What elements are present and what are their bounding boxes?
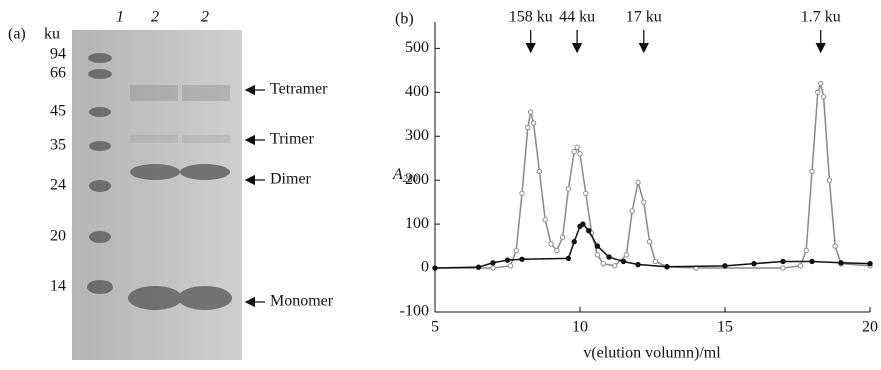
data-point (827, 178, 831, 182)
data-point (566, 187, 570, 191)
data-point (520, 191, 524, 195)
lane-label: 1 (116, 9, 124, 26)
data-point (798, 264, 802, 268)
data-point (476, 265, 480, 269)
x-tick-label: 20 (862, 319, 878, 336)
page: (a) ku (b) A280 v(elution volumn)/ml 946… (0, 0, 881, 370)
data-point (508, 264, 512, 268)
series-line (435, 84, 870, 269)
data-point (810, 169, 814, 173)
y-label-main: A (392, 166, 403, 183)
y-tick-label: -100 (400, 303, 429, 320)
data-point (665, 265, 669, 269)
data-point (572, 149, 576, 153)
marker-label: 35 (50, 137, 66, 154)
y-tick-label: 300 (405, 127, 429, 144)
data-point (601, 261, 605, 265)
data-point (566, 256, 570, 260)
data-point (613, 264, 617, 268)
data-point (543, 218, 547, 222)
data-point (578, 152, 582, 156)
lane-label: 2 (201, 9, 209, 26)
annotation: 1.7 ku (801, 9, 841, 26)
data-point (833, 244, 837, 248)
data-point (575, 145, 579, 149)
data-point (647, 239, 651, 243)
data-point (624, 253, 628, 257)
band-label: Tetramer (270, 81, 328, 98)
annotation: 44 ku (559, 9, 595, 26)
y-tick-label: 100 (405, 215, 429, 232)
band-label: Dimer (270, 171, 312, 188)
data-point (642, 200, 646, 204)
band-label: Monomer (270, 293, 334, 310)
data-point (804, 248, 808, 252)
data-point (839, 261, 843, 265)
data-point (433, 266, 437, 270)
unit-label: ku (44, 26, 60, 43)
data-point (526, 125, 530, 129)
data-point (819, 81, 823, 85)
annotation: 17 ku (626, 9, 662, 26)
data-point (537, 169, 541, 173)
marker-label: 24 (50, 177, 66, 194)
data-point (781, 266, 785, 270)
data-point (491, 261, 495, 265)
data-point (549, 242, 553, 246)
data-point (636, 180, 640, 184)
data-point (595, 244, 599, 248)
data-point (514, 248, 518, 252)
data-point (491, 266, 495, 270)
marker-label: 20 (50, 228, 66, 245)
x-tick-label: 15 (717, 319, 733, 336)
data-point (555, 248, 559, 252)
data-point (810, 259, 814, 263)
y-tick-label: 500 (405, 39, 429, 56)
data-point (560, 235, 564, 239)
data-point (816, 90, 820, 94)
data-point (630, 209, 634, 213)
data-point (572, 239, 576, 243)
figure: (a) ku (b) A280 v(elution volumn)/ml 946… (0, 0, 881, 365)
data-point (781, 259, 785, 263)
panel-label: (a) (8, 26, 26, 43)
x-axis-label: v(elution volumn)/ml (583, 345, 721, 362)
data-point (520, 257, 524, 261)
data-point (529, 110, 533, 114)
data-point (653, 259, 657, 263)
annotation: 158 ku (509, 9, 553, 26)
marker-label: 66 (50, 65, 66, 82)
x-tick-label: 5 (431, 319, 439, 336)
x-tick-label: 10 (572, 319, 588, 336)
y-tick-label: 400 (405, 83, 429, 100)
panel-label: (b) (395, 11, 414, 28)
data-point (723, 264, 727, 268)
data-point (531, 121, 535, 125)
data-point (636, 262, 640, 266)
data-point (595, 253, 599, 257)
y-tick-label: 200 (405, 171, 429, 188)
series-line (435, 224, 870, 268)
gel (72, 30, 242, 360)
marker-label: 45 (50, 103, 66, 120)
data-point (587, 229, 591, 233)
data-point (868, 261, 872, 265)
data-point (581, 222, 585, 226)
data-point (752, 261, 756, 265)
data-point (821, 94, 825, 98)
y-tick-label: 0 (421, 259, 429, 276)
band-label: Trimer (270, 131, 315, 148)
marker-label: 14 (50, 278, 66, 295)
data-point (505, 258, 509, 262)
data-point (621, 259, 625, 263)
data-point (607, 255, 611, 259)
lane-label: 2 (151, 9, 159, 26)
marker-label: 94 (50, 46, 66, 63)
data-point (584, 191, 588, 195)
